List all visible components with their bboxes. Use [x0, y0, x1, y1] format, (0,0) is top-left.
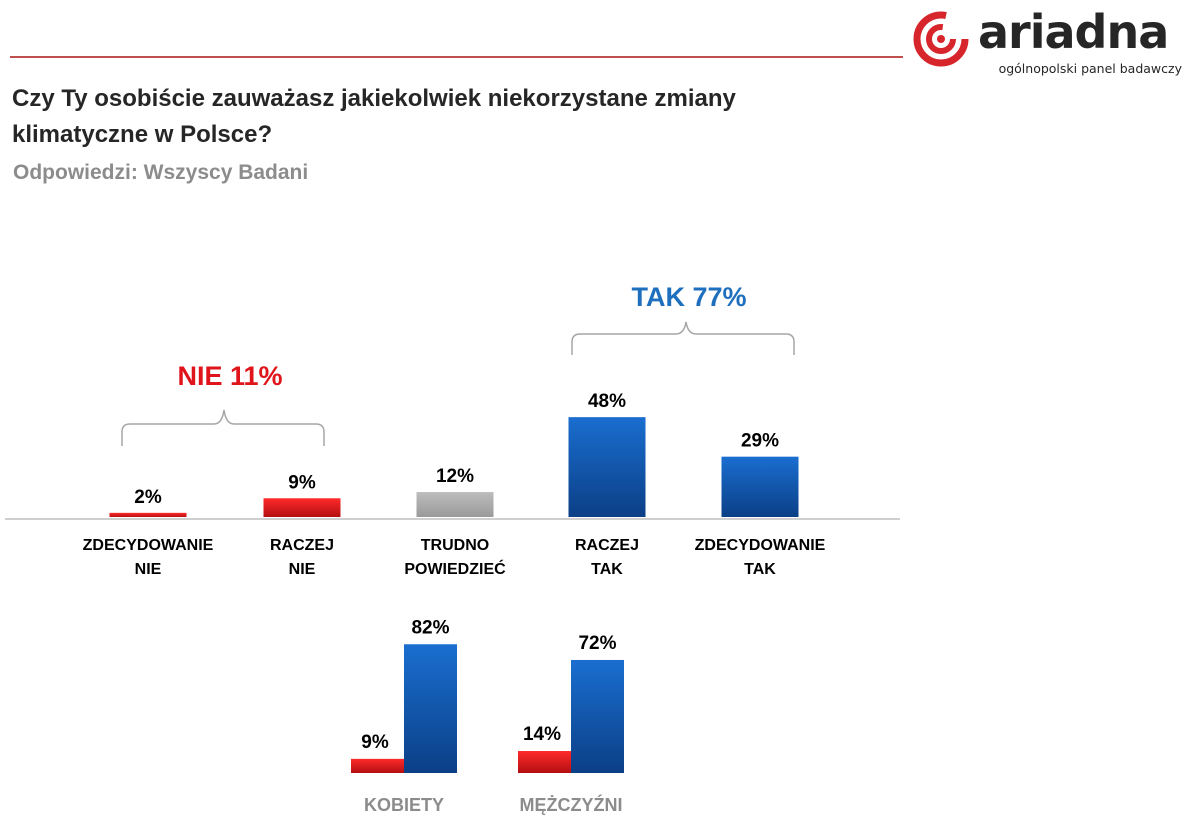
- category-label-4-0: ZDECYDOWANIE: [695, 537, 826, 554]
- data-label-0: 2%: [134, 487, 162, 508]
- category-label-3-0: RACZEJ: [575, 537, 639, 554]
- header-divider-line: [10, 56, 903, 58]
- category-label-0-0: ZDECYDOWANIE: [83, 537, 214, 554]
- data-label-2: 12%: [436, 466, 474, 487]
- data-label-3: 48%: [588, 391, 626, 412]
- bar-2: [416, 492, 494, 517]
- gender-data-label-1-1: 72%: [578, 633, 616, 654]
- tak-group-label: TAK 77%: [631, 282, 747, 312]
- gender-bar-1-1: [571, 659, 624, 773]
- ariadna-logo: ariadna ogólnopolski panel badawczy: [912, 5, 1184, 80]
- tak-group-bracket: [571, 321, 795, 355]
- nie-group-label: NIE 11%: [177, 361, 283, 391]
- bar-0: [109, 512, 187, 517]
- data-label-4: 29%: [741, 431, 779, 452]
- gender-bar-0-1: [404, 644, 457, 773]
- category-label-0-1: NIE: [135, 561, 162, 578]
- brand-tagline: ogólnopolski panel badawczy: [998, 61, 1182, 76]
- category-label-4-1: TAK: [744, 561, 776, 578]
- ariadna-spiral-icon: [913, 11, 969, 67]
- respondents-subtitle: Odpowiedzi: Wszyscy Badani: [13, 161, 309, 184]
- gender-category-label-0: KOBIETY: [364, 795, 444, 815]
- gender-bar-1-0: [518, 751, 571, 773]
- bar-3: [568, 417, 646, 517]
- gender-data-label-1-0: 14%: [523, 724, 561, 745]
- category-label-3-1: TAK: [591, 561, 623, 578]
- gender-data-label-0-1: 82%: [411, 617, 449, 638]
- gender-category-label-1: MĘŻCZYŹNI: [520, 794, 623, 815]
- category-label-2-0: TRUDNO: [421, 537, 489, 554]
- gender-bar-0-0: [351, 758, 404, 773]
- bar-1: [263, 498, 341, 517]
- nie-group-bracket: [121, 409, 325, 446]
- gender-data-label-0-0: 9%: [361, 732, 389, 753]
- bar-4: [721, 456, 799, 517]
- category-label-2-1: POWIEDZIEĆ: [404, 559, 506, 578]
- category-label-1-1: NIE: [289, 561, 316, 578]
- category-label-1-0: RACZEJ: [270, 537, 334, 554]
- survey-question: Czy Ty osobiście zauważasz jakiekolwiek …: [12, 85, 736, 148]
- brand-name: ariadna: [978, 5, 1169, 59]
- data-label-1: 9%: [288, 472, 316, 493]
